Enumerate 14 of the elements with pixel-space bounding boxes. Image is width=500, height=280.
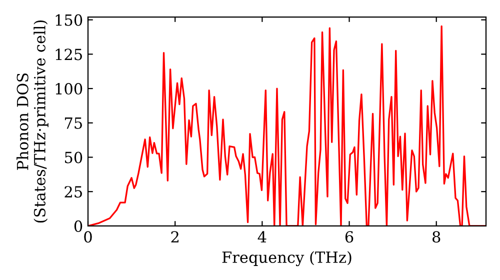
- x-tick-label: 6: [345, 231, 354, 243]
- x-tick-label: 4: [258, 231, 266, 242]
- y-tick-label: 150: [56, 14, 82, 26]
- y-axis-title: Phonon DOS (States/THz·primitive cell): [16, 20, 48, 223]
- x-tick-label: 0: [84, 231, 92, 243]
- y-tick-label: 50: [64, 152, 82, 164]
- x-tick-label: 2: [171, 231, 178, 242]
- x-tick-label: 8: [432, 231, 440, 243]
- y-tick-label: 75: [64, 118, 82, 129]
- y-tick-label: 125: [56, 48, 82, 60]
- y-tick-label: 100: [56, 83, 82, 95]
- x-axis-title: Frequency (THz): [222, 251, 352, 266]
- y-tick-label: 0: [74, 220, 82, 232]
- y-tick-label: 25: [64, 186, 82, 198]
